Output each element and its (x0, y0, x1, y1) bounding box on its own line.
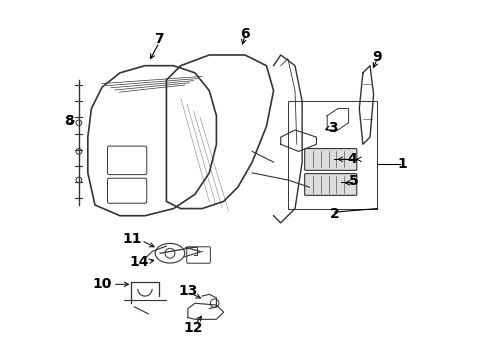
Text: 4: 4 (347, 152, 357, 166)
Text: 2: 2 (329, 207, 339, 221)
Text: 9: 9 (372, 50, 382, 64)
Text: 1: 1 (397, 157, 407, 171)
FancyBboxPatch shape (305, 174, 357, 195)
Text: 14: 14 (130, 255, 149, 269)
Text: 6: 6 (240, 27, 250, 41)
FancyBboxPatch shape (305, 149, 357, 170)
Text: 10: 10 (93, 277, 112, 291)
Text: 8: 8 (64, 114, 74, 128)
Text: 13: 13 (178, 284, 197, 298)
Text: 12: 12 (183, 321, 203, 335)
Text: 7: 7 (154, 32, 164, 46)
Text: 11: 11 (122, 232, 142, 246)
Text: 3: 3 (328, 121, 337, 135)
Text: 5: 5 (349, 174, 359, 188)
